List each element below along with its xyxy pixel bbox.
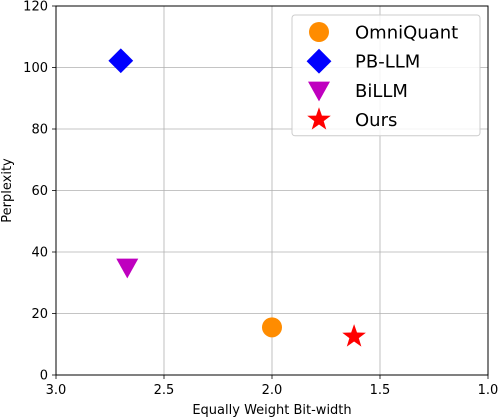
legend-marker-pb-llm (306, 48, 332, 74)
x-tick-label: 2.5 (154, 383, 175, 398)
x-axis-label: Equally Weight Bit-width (192, 403, 351, 418)
legend-marker-billm (308, 81, 330, 102)
point-omniquant (262, 317, 282, 338)
legend-label-billm: BiLLM (355, 81, 408, 102)
legend: OmniQuant PB-LLM BiLLM Ours (291, 14, 481, 137)
legend-marker-omniquant (309, 22, 329, 42)
legend-marker-ours (307, 107, 331, 130)
plot-frame (55, 5, 489, 376)
point-ours (342, 324, 366, 347)
y-tick-label: 60 (31, 184, 48, 199)
legend-frame (291, 14, 481, 137)
point-billm (116, 258, 139, 279)
x-tick-label: 3.0 (46, 383, 67, 398)
data-points (108, 48, 366, 347)
x-axis-ticks: 3.0 2.5 2.0 1.5 1.0 (46, 375, 498, 398)
point-pb-llm (108, 48, 134, 74)
x-tick-label: 2.0 (262, 383, 283, 398)
y-axis-label: Perplexity (0, 158, 15, 223)
y-axis-ticks: 0 20 40 60 80 100 120 (23, 0, 56, 384)
x-tick-label: 1.5 (370, 383, 391, 398)
legend-label-ours: Ours (355, 110, 397, 131)
legend-label-omniquant: OmniQuant (355, 23, 458, 44)
y-tick-label: 100 (23, 61, 48, 76)
y-tick-label: 80 (31, 123, 48, 138)
legend-label-pb-llm: PB-LLM (355, 52, 420, 73)
y-tick-label: 120 (23, 0, 48, 15)
y-tick-label: 0 (40, 369, 48, 384)
y-tick-label: 40 (31, 246, 48, 261)
x-tick-label: 1.0 (478, 383, 498, 398)
y-tick-label: 20 (31, 307, 48, 322)
